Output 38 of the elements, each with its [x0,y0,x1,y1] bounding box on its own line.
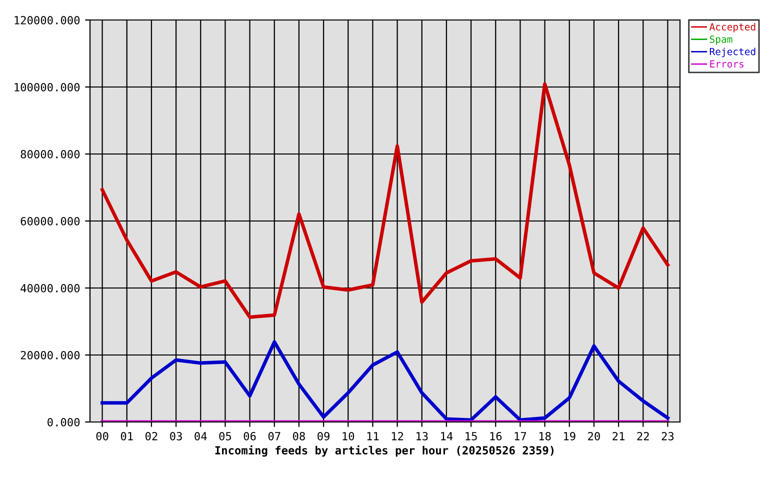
legend-label: Rejected [710,48,756,58]
legend-label: Accepted [709,22,756,32]
x-tick-label: 03 [170,432,182,440]
y-tick-label: 80000.000 [20,150,80,158]
x-tick-label: 04 [194,432,207,440]
x-tick-label: 10 [342,432,354,440]
x-tick-label: 06 [244,432,256,440]
legend-label: Errors [710,60,744,68]
x-tick-label: 22 [637,432,649,440]
x-tick-label: 14 [441,432,453,440]
x-tick-label: 15 [466,432,477,440]
x-tick-label: 18 [539,432,551,440]
x-tick-label: 12 [392,432,404,440]
y-tick-label: 40000.000 [20,284,80,292]
x-tick-label: 07 [268,432,280,440]
y-tick-label: 100000.000 [14,83,80,92]
x-tick-label: 21 [612,432,624,440]
y-tick-label: 120000.000 [14,16,80,24]
legend-label: Spam [710,36,732,45]
x-tick-label: 02 [145,432,158,440]
x-tick-label: 08 [292,432,305,440]
x-tick-label: 09 [318,432,330,440]
x-tick-label: 00 [96,432,108,440]
x-tick-label: 19 [564,432,576,440]
x-tick-label: 20 [588,432,600,440]
x-tick-label: 13 [416,432,428,440]
x-tick-label: 05 [219,432,232,440]
y-tick-label: 60000.000 [20,217,80,226]
x-tick-label: 01 [120,432,133,440]
line-series [100,340,670,422]
x-axis-title: Incoming feeds by articles per hour (20250526 2359) [215,445,554,457]
line-series [100,82,670,319]
y-tick-label: 0.000 [48,418,80,426]
y-tick-label: 20000.000 [20,351,80,360]
x-tick-label: 23 [662,432,674,440]
x-tick-label: 16 [490,432,502,440]
x-tick-label: 11 [367,432,379,440]
x-tick-label: 17 [514,432,526,440]
